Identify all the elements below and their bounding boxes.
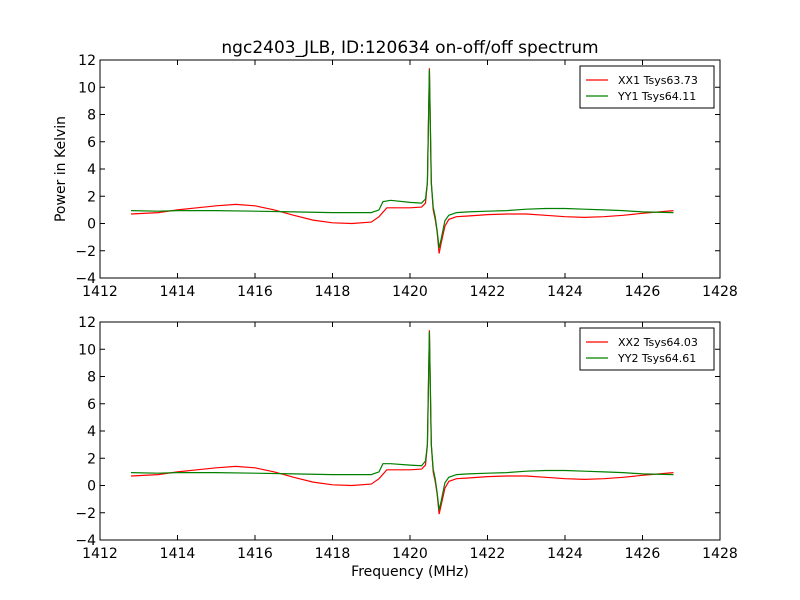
legend: XX1 Tsys63.73 YY1 Tsys64.11 xyxy=(579,65,715,109)
x-tick-label: 1420 xyxy=(392,546,428,562)
y-tick-label: 0 xyxy=(87,217,96,233)
series-line-yy xyxy=(130,331,674,511)
legend-box xyxy=(579,327,715,371)
figure-title: ngc2403_JLB, ID:120634 on-off/off spectr… xyxy=(221,38,598,58)
y-tick-label: −4 xyxy=(75,271,96,287)
x-tick-label: 1414 xyxy=(160,546,196,562)
x-tick-label: 1424 xyxy=(547,284,583,300)
y-tick-label: −4 xyxy=(75,533,96,549)
legend-label: YY1 Tsys64.11 xyxy=(617,90,696,103)
x-tick-label: 1416 xyxy=(237,546,273,562)
y-tick-label: 6 xyxy=(87,135,96,151)
bottom-spectrum-panel: 1412 1414 1416 1418 1420 1422 1424 1426 1428 −4 −2… xyxy=(75,315,737,562)
y-tick-label: 10 xyxy=(78,80,96,96)
x-tick-label: 1416 xyxy=(237,284,273,300)
x-tick-label: 1418 xyxy=(315,284,351,300)
x-tick-label: 1428 xyxy=(702,284,738,300)
legend-label: YY2 Tsys64.61 xyxy=(617,352,696,365)
x-tick-label: 1428 xyxy=(702,546,738,562)
x-tick-label: 1420 xyxy=(392,284,428,300)
y-tick-label: 4 xyxy=(87,162,96,178)
x-tick-label: 1412 xyxy=(82,546,118,562)
y-tick-label: 6 xyxy=(87,397,96,413)
legend-label: XX1 Tsys63.73 xyxy=(618,74,698,87)
y-tick-label: 0 xyxy=(87,479,96,495)
y-tick-label: −2 xyxy=(75,244,96,260)
y-tick-label: 12 xyxy=(78,315,96,331)
series-line-yy xyxy=(130,69,674,249)
legend-box xyxy=(579,65,715,109)
x-axis-label: Frequency (MHz) xyxy=(351,564,469,580)
legend-label: XX2 Tsys64.03 xyxy=(618,336,698,349)
x-tick-label: 1422 xyxy=(470,546,506,562)
x-tick-label: 1422 xyxy=(470,284,506,300)
x-tick-label: 1426 xyxy=(625,284,661,300)
y-tick-label: 12 xyxy=(78,53,96,69)
y-tick-label: 10 xyxy=(78,342,96,358)
y-tick-label: 2 xyxy=(87,189,96,205)
y-tick-label: 4 xyxy=(87,424,96,440)
y-tick-label: −2 xyxy=(75,506,96,522)
y-tick-label: 8 xyxy=(87,370,96,386)
x-tick-label: 1414 xyxy=(160,284,196,300)
x-tick-label: 1424 xyxy=(547,546,583,562)
y-axis-label: Power in Kelvin xyxy=(53,116,69,222)
x-tick-label: 1418 xyxy=(315,546,351,562)
x-tick-label: 1426 xyxy=(625,546,661,562)
y-tick-label: 2 xyxy=(87,451,96,467)
y-tick-label: 8 xyxy=(87,108,96,124)
top-spectrum-panel: 1412 1414 1416 1418 1420 1422 1424 1426 1428 −4 −2… xyxy=(75,53,737,300)
x-tick-label: 1412 xyxy=(82,284,118,300)
legend: XX2 Tsys64.03 YY2 Tsys64.61 xyxy=(579,327,715,371)
